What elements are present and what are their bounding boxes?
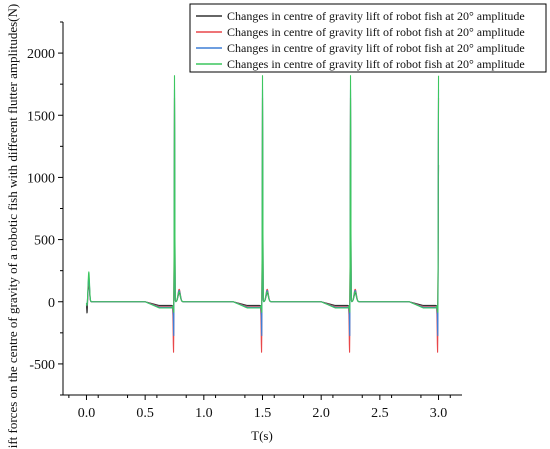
series-layer (85, 75, 440, 353)
x-tick-label: 0.0 (78, 406, 96, 421)
y-tick-label: 0 (48, 296, 55, 311)
y-axis-label: Lift forces on the centre of gravity of … (5, 4, 20, 449)
y-tick-label: 2000 (27, 47, 55, 62)
x-tick-label: 1.5 (254, 406, 272, 421)
y-tick-label: 500 (34, 234, 55, 249)
series-line-4 (85, 75, 440, 313)
y-tick-label: 1000 (27, 171, 55, 186)
x-tick-label: 1.0 (195, 406, 213, 421)
x-tick-label: 2.5 (371, 406, 389, 421)
legend-entry-3: Changes in centre of gravity lift of rob… (227, 41, 525, 55)
x-tick-label: 3.0 (430, 406, 448, 421)
legend-entry-1: Changes in centre of gravity lift of rob… (227, 9, 525, 23)
y-tick-label: -500 (29, 358, 55, 373)
legend-box (189, 3, 547, 73)
x-axis-label: T(s) (251, 428, 273, 443)
legend-entry-2: Changes in centre of gravity lift of rob… (227, 25, 525, 39)
x-tick-label: 0.5 (136, 406, 154, 421)
y-tick-label: 1500 (27, 109, 55, 124)
legend-entry-4: Changes in centre of gravity lift of rob… (227, 57, 525, 71)
x-tick-label: 2.0 (312, 406, 330, 421)
legend: Changes in centre of gravity lift of rob… (189, 3, 547, 73)
axes: 0.0 0.5 1.0 1.5 2.0 2.5 3.0 -500 0 500 1000 1500 200… (27, 21, 462, 421)
